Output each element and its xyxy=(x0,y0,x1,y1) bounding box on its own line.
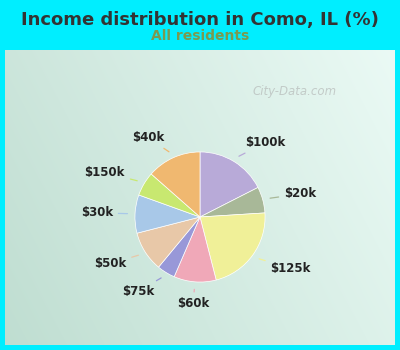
Text: $40k: $40k xyxy=(132,131,169,152)
Text: $60k: $60k xyxy=(177,289,209,310)
Text: Income distribution in Como, IL (%): Income distribution in Como, IL (%) xyxy=(21,11,379,29)
Wedge shape xyxy=(139,174,200,217)
Wedge shape xyxy=(200,152,258,217)
Text: City-Data.com: City-Data.com xyxy=(253,85,337,98)
Text: $150k: $150k xyxy=(84,166,137,181)
Wedge shape xyxy=(151,152,200,217)
Text: $30k: $30k xyxy=(81,206,128,219)
Wedge shape xyxy=(200,213,265,280)
Text: $50k: $50k xyxy=(94,255,138,270)
Text: All residents: All residents xyxy=(151,29,249,43)
Wedge shape xyxy=(158,217,200,277)
Text: $100k: $100k xyxy=(239,136,286,156)
Text: $75k: $75k xyxy=(122,278,161,298)
Wedge shape xyxy=(174,217,216,282)
Text: $125k: $125k xyxy=(259,259,311,275)
Wedge shape xyxy=(135,195,200,233)
Text: $20k: $20k xyxy=(270,188,316,201)
Bar xyxy=(5,50,395,345)
Wedge shape xyxy=(137,217,200,267)
Wedge shape xyxy=(200,188,265,217)
